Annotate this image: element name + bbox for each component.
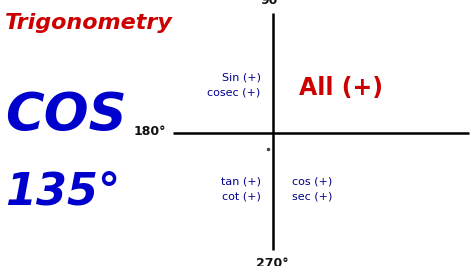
Text: tan (+)
cot (+): tan (+) cot (+) <box>221 176 261 201</box>
Text: 180°: 180° <box>133 125 166 138</box>
Text: cos (+)
sec (+): cos (+) sec (+) <box>292 176 332 201</box>
Text: Sin (+)
cosec (+): Sin (+) cosec (+) <box>208 73 261 98</box>
Text: All (+): All (+) <box>299 76 383 100</box>
Text: COS: COS <box>5 90 127 142</box>
Text: 90°: 90° <box>261 0 284 7</box>
Text: Trigonometry: Trigonometry <box>5 13 173 33</box>
Text: 270°: 270° <box>256 257 289 266</box>
Text: 135°: 135° <box>5 170 120 213</box>
